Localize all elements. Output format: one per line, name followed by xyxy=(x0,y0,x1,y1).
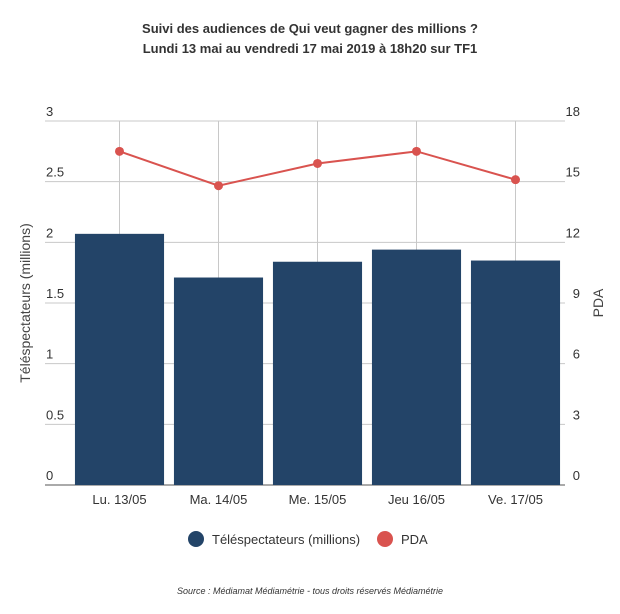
right-tick-label: 12 xyxy=(566,225,580,240)
legend-label-pda[interactable]: PDA xyxy=(401,532,428,547)
source-note: Source : Médiamat Médiamétrie - tous dro… xyxy=(177,586,443,596)
right-axis-ticks: 0 3 6 9 12 15 18 xyxy=(566,104,580,483)
right-tick-label: 15 xyxy=(566,165,580,180)
left-tick-label: 0 xyxy=(46,468,53,483)
pda-point[interactable] xyxy=(511,175,520,185)
right-tick-label: 6 xyxy=(573,347,580,362)
right-tick-label: 9 xyxy=(573,286,580,301)
left-tick-label: 3 xyxy=(46,104,53,119)
bar-telespectateurs[interactable] xyxy=(272,261,363,485)
left-tick-label: 2.5 xyxy=(46,165,64,180)
legend-swatch-pda[interactable] xyxy=(377,531,393,547)
x-tick-label: Jeu 16/05 xyxy=(388,492,445,507)
legend: Téléspectateurs (millions) PDA xyxy=(188,531,428,547)
bar-telespectateurs[interactable] xyxy=(470,260,561,485)
left-tick-label: 0.5 xyxy=(46,407,64,422)
right-tick-label: 3 xyxy=(573,407,580,422)
x-tick-label: Ve. 17/05 xyxy=(488,492,543,507)
legend-label-telespectateurs[interactable]: Téléspectateurs (millions) xyxy=(212,532,360,547)
x-tick-label: Ma. 14/05 xyxy=(190,492,248,507)
pda-point[interactable] xyxy=(115,146,124,156)
bar-telespectateurs[interactable] xyxy=(173,277,264,485)
pda-line xyxy=(115,146,520,191)
left-tick-label: 2 xyxy=(46,225,53,240)
x-tick-label: Lu. 13/05 xyxy=(92,492,146,507)
right-axis-title: PDA xyxy=(590,288,606,317)
pda-point[interactable] xyxy=(313,158,322,168)
right-tick-label: 18 xyxy=(566,104,580,119)
bars xyxy=(74,233,561,485)
x-tick-label: Me. 15/05 xyxy=(289,492,347,507)
left-axis-ticks: 0 0.5 1 1.5 2 2.5 3 xyxy=(46,104,64,483)
pda-point[interactable] xyxy=(412,146,421,156)
left-axis-title: Téléspectateurs (millions) xyxy=(17,223,33,383)
right-tick-label: 0 xyxy=(573,468,580,483)
legend-swatch-telespectateurs[interactable] xyxy=(188,531,204,547)
left-tick-label: 1.5 xyxy=(46,286,64,301)
chart-subtitle: Lundi 13 mai au vendredi 17 mai 2019 à 1… xyxy=(143,41,478,56)
bar-telespectateurs[interactable] xyxy=(371,249,462,485)
chart-title: Suivi des audiences de Qui veut gagner d… xyxy=(142,21,478,36)
bar-telespectateurs[interactable] xyxy=(74,233,165,485)
pda-point[interactable] xyxy=(214,181,223,191)
left-tick-label: 1 xyxy=(46,347,53,362)
x-axis-ticks: Lu. 13/05 Ma. 14/05 Me. 15/05 Jeu 16/05 Ve. … xyxy=(92,492,543,507)
